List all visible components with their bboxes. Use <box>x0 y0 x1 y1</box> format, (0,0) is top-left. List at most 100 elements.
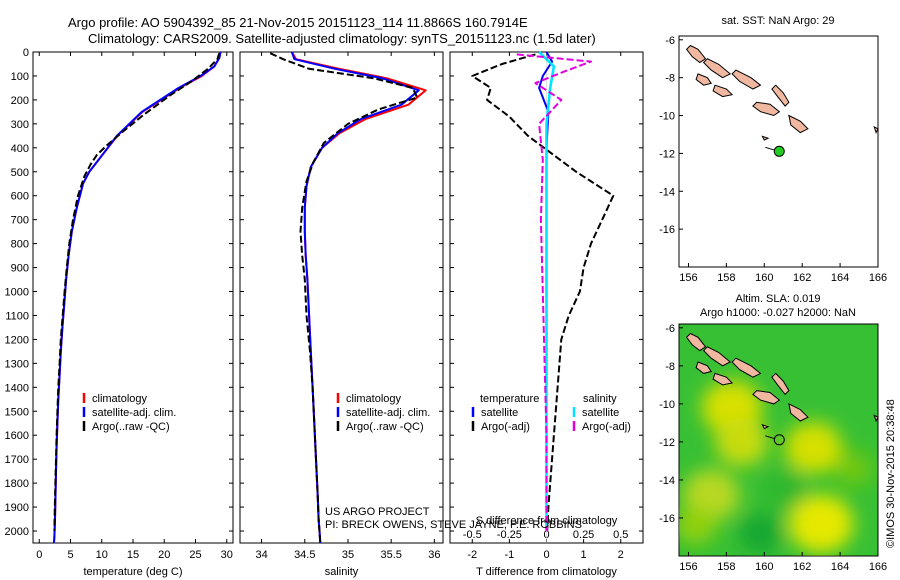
map-sla-island <box>761 423 770 430</box>
map-sla-lat-label: -16 <box>659 513 675 525</box>
depth-tick-label: 1500 <box>5 406 29 418</box>
map-sla-island <box>702 346 732 367</box>
temp-xtick-label: 5 <box>67 549 73 561</box>
map-sst-lat-label: -6 <box>665 35 675 47</box>
diff-s-xtick-label: -0.5 <box>463 529 482 541</box>
temp-frame <box>32 51 234 544</box>
depth-tick-label: 1900 <box>5 502 29 514</box>
depth-tick-label: 1800 <box>5 478 29 490</box>
temp-series-argo <box>53 52 221 532</box>
map-sst-island <box>702 58 732 79</box>
depth-tick-label: 0 <box>23 47 29 59</box>
map-sla-lat-label: -14 <box>659 475 675 487</box>
diff-series-sal-satellite <box>538 51 556 531</box>
map-sla-lat-label: -8 <box>665 361 675 373</box>
map-sla-sla-blob <box>715 417 769 466</box>
map-sst-lon-label: 160 <box>755 272 773 284</box>
depth-tick-label: 1000 <box>5 287 29 299</box>
map-sst-lat-label: -10 <box>659 111 675 123</box>
temp-legend-0-label: climatology <box>92 393 148 405</box>
map-sst-lon-label: 166 <box>869 272 887 284</box>
map-sst-island <box>788 114 809 134</box>
map-sst-lon-label: 162 <box>793 272 811 284</box>
diff-legend-header-salinity: salinity <box>583 393 617 405</box>
map-sst-island <box>771 84 790 107</box>
depth-tick-label: 500 <box>11 167 29 179</box>
map-sla-sla-blob <box>788 494 854 553</box>
diff-t-xtick-label: 2 <box>618 549 624 561</box>
depth-tick-label: 1100 <box>5 310 29 322</box>
sal-xtick-label: 35.5 <box>380 549 401 561</box>
sla-map-panel: Altim. SLA: 0.019 Argo h1000: -0.027 h200… <box>659 293 887 573</box>
map-sst-island <box>712 84 734 98</box>
diff-legend-header-temperature: temperature <box>480 393 539 405</box>
sla-map-title-line1: Altim. SLA: 0.019 <box>736 293 821 305</box>
sal-frame <box>239 51 444 544</box>
diff-t-xtick-label: 0 <box>543 549 549 561</box>
depth-tick-label: 1700 <box>5 454 29 466</box>
map-sla-argo-float-marker <box>773 434 785 446</box>
map-sst-lat-label: -14 <box>659 186 675 198</box>
diff-t-xtick-label: 1 <box>581 549 587 561</box>
sal-xtick-label: 34 <box>255 549 267 561</box>
sal-legend-1-label: satellite-adj. clim. <box>346 407 430 419</box>
depth-tick-label: 200 <box>11 95 29 107</box>
map-sla-island <box>695 361 713 374</box>
map-sla-float-leader <box>765 435 776 440</box>
figure-title-line1: Argo profile: AO 5904392_85 21-Nov-2015 … <box>68 15 528 30</box>
sst-map-panel: sat. SST: NaN Argo: 29 156 158 160 162 164 166… <box>659 15 887 284</box>
sla-map-title-line2: Argo h1000: -0.027 h2000: NaN <box>700 307 856 319</box>
depth-tick-label: 2000 <box>5 526 29 538</box>
depth-tick-label: 800 <box>11 239 29 251</box>
map-sla-lat-label: -12 <box>659 437 675 449</box>
imos-watermark: ©IMOS 30-Nov-2015 20:38:48 <box>885 399 897 548</box>
map-sla-sla-blob <box>762 468 808 510</box>
difference-panel: -2 -1 0 1 2-0.5 -0.25 0 0.25 0.5S difference fro… <box>449 51 644 578</box>
map-sst-lon-label: 158 <box>717 272 735 284</box>
map-sst-lon-label: 164 <box>831 272 849 284</box>
sal-legend-2-label: Argo(..raw -QC) <box>346 421 424 433</box>
temp-xtick-label: 20 <box>158 549 170 561</box>
depth-tick-label: 1600 <box>5 430 29 442</box>
temp-xtick-label: 0 <box>36 549 42 561</box>
map-sst-lon-label: 156 <box>679 272 697 284</box>
map-sst-island <box>752 101 781 117</box>
map-sst-island <box>873 125 879 134</box>
diff-t-xtick-label: -1 <box>504 549 514 561</box>
map-sla-island <box>685 332 707 352</box>
map-sla-lon-label: 164 <box>831 561 849 573</box>
temp-xtick-label: 30 <box>221 549 233 561</box>
map-sla-lon-label: 166 <box>869 561 887 573</box>
depth-tick-label: 1200 <box>5 334 29 346</box>
figure-title-line2: Climatology: CARS2009. Satellite-adjuste… <box>88 31 596 46</box>
diff-legend-temp-sat-label: satellite <box>481 407 518 419</box>
map-sla-lon-label: 158 <box>717 561 735 573</box>
diff-s-xtick-label: 0.5 <box>613 529 628 541</box>
sal-xtick-label: 36 <box>428 549 440 561</box>
map-sst-float-leader <box>765 146 776 151</box>
depth-tick-label: 900 <box>11 263 29 275</box>
map-sst-lat-label: -16 <box>659 224 675 236</box>
temp-legend-1-label: satellite-adj. clim. <box>92 407 176 419</box>
map-sst-lat-label: -12 <box>659 148 675 160</box>
diff-s-xtick-label: -0.25 <box>497 529 522 541</box>
diff-t-axis-label: T difference from climatology <box>476 566 617 578</box>
depth-tick-label: 1400 <box>5 382 29 394</box>
diff-legend-sal-sat-label: satellite <box>582 407 619 419</box>
sal-xtick-label: 34.5 <box>294 549 315 561</box>
map-sla-lat-label: -6 <box>665 323 675 335</box>
diff-series-temp-argo <box>471 53 615 532</box>
map-sla-island <box>731 357 762 378</box>
map-sst-island <box>685 44 707 64</box>
project-credit-line1: US ARGO PROJECT <box>325 506 430 518</box>
map-sla-island <box>873 414 879 423</box>
map-sla-lat-label: -10 <box>659 399 675 411</box>
map-sla-lon-label: 156 <box>679 561 697 573</box>
map-sla-island <box>712 372 734 386</box>
map-sst-island <box>761 135 770 141</box>
sal-series-argo <box>269 52 419 544</box>
project-credit-line2: PI: BRECK OWENS, STEVE JAYNE, P.E. ROBBI… <box>325 519 582 531</box>
temp-x-axis-label: temperature (deg C) <box>83 566 182 578</box>
sst-map-title: sat. SST: NaN Argo: 29 <box>721 15 834 27</box>
map-sla-sla-blob <box>834 451 873 486</box>
